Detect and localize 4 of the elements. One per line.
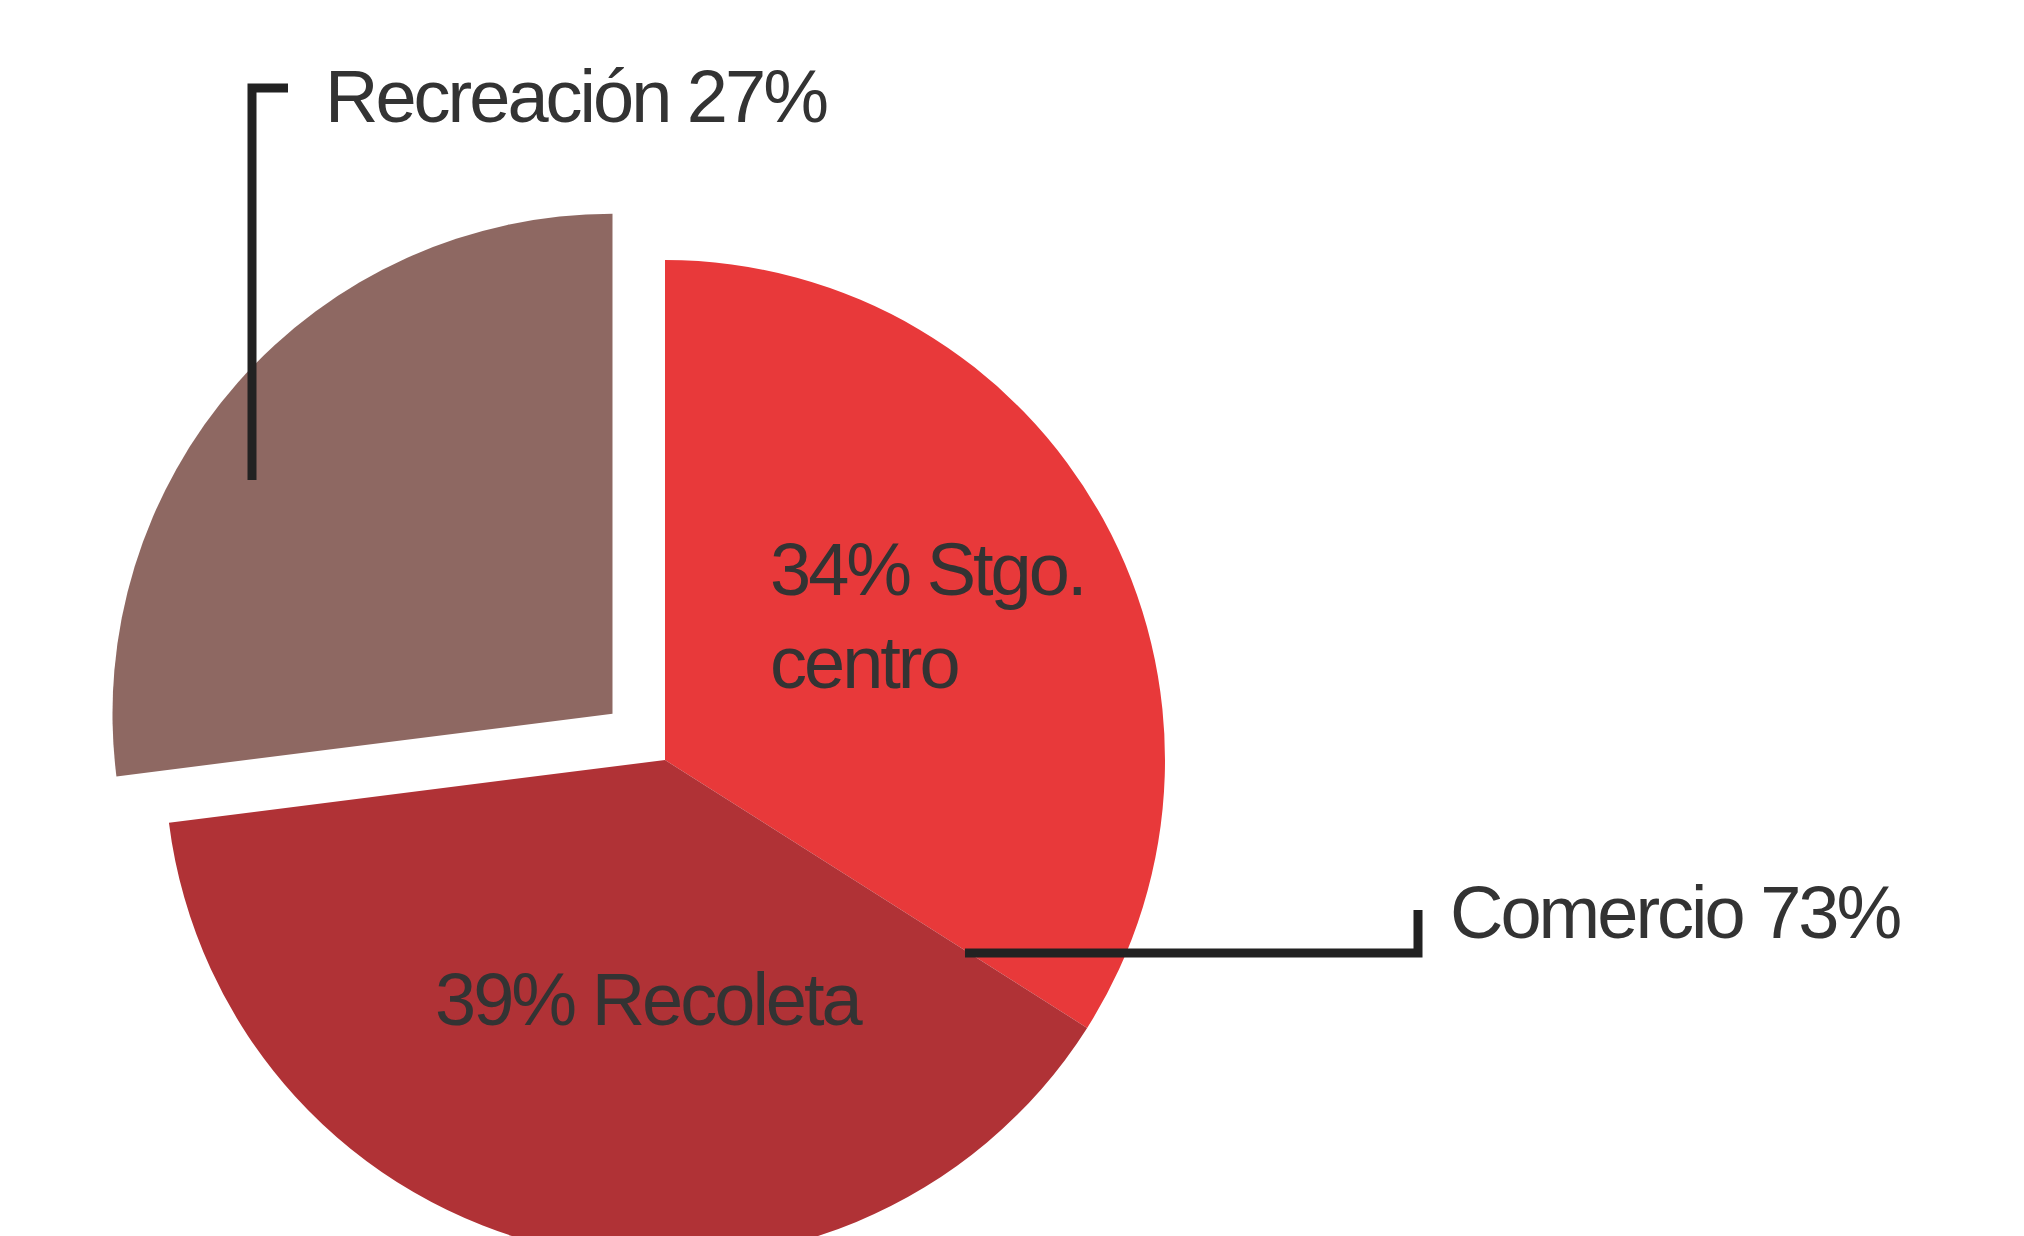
slice-label: 34% Stgo. centro [770, 528, 1085, 704]
slice-label: 39% Recoleta [435, 958, 864, 1041]
slice-label: Recreación 27% [325, 55, 828, 138]
text: Comercio 73% [1450, 871, 1901, 954]
